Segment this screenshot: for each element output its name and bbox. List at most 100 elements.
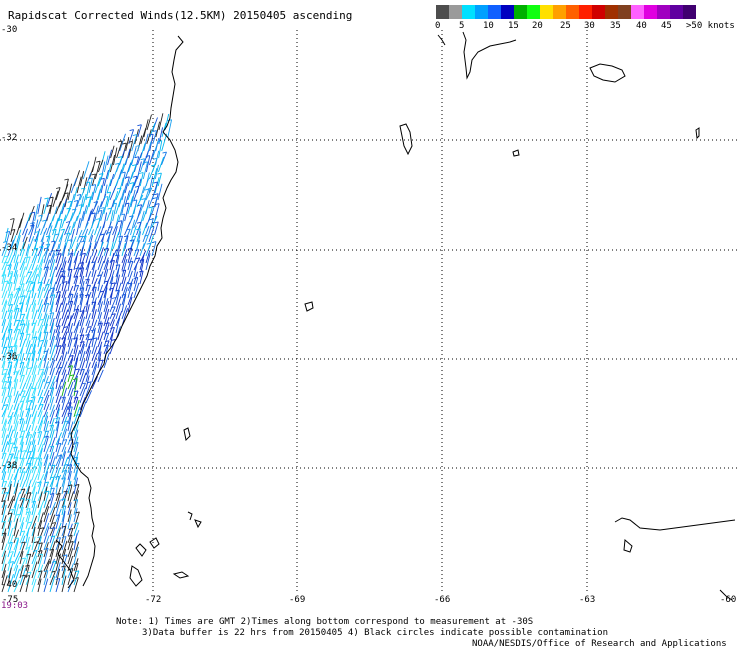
wind-barb-flag xyxy=(46,204,52,207)
wind-barb xyxy=(43,436,49,453)
wind-barb-flag xyxy=(30,396,36,399)
wind-barb xyxy=(61,361,68,376)
wind-barb xyxy=(19,375,25,390)
wind-barb-flag xyxy=(44,490,50,493)
wind-barb xyxy=(103,248,109,264)
wind-barb xyxy=(121,196,127,215)
wind-barb-flag xyxy=(111,306,116,309)
wind-barb xyxy=(19,457,25,474)
wind-barb xyxy=(19,261,26,278)
wind-barb-flag xyxy=(50,287,55,290)
wind-barb-flag xyxy=(32,466,37,469)
wind-barb-flag xyxy=(131,235,136,238)
wind-barb xyxy=(19,212,25,229)
wind-barb xyxy=(85,390,93,404)
wind-barb-flag xyxy=(73,199,79,202)
wind-barb xyxy=(91,282,96,299)
wind-barb xyxy=(19,275,25,292)
wind-barb xyxy=(157,183,163,201)
wind-barb xyxy=(40,231,45,250)
wind-barb xyxy=(34,219,39,236)
wind-barb xyxy=(25,553,32,572)
wind-barb xyxy=(94,205,99,222)
wind-barb xyxy=(37,378,45,397)
wind-barb xyxy=(10,235,17,250)
wind-barb-flag xyxy=(117,140,123,143)
wind-barb xyxy=(148,226,155,243)
island-11 xyxy=(623,538,633,553)
wind-barb xyxy=(61,490,68,509)
wind-barb xyxy=(13,539,19,558)
wind-barb xyxy=(73,463,80,481)
wind-barb xyxy=(67,250,74,264)
wind-barb xyxy=(121,287,128,306)
wind-barb-flag xyxy=(96,218,101,220)
wind-barb xyxy=(13,420,19,439)
wind-barb-flag xyxy=(73,275,78,278)
wind-barb-flag xyxy=(74,483,80,486)
wind-barb-flag xyxy=(31,387,37,390)
wind-barb xyxy=(37,324,44,341)
lon-label: -60 xyxy=(720,595,737,605)
wind-barb xyxy=(127,196,134,215)
wind-barb-flag xyxy=(127,247,133,250)
wind-barb xyxy=(31,365,38,383)
wind-barb xyxy=(13,565,19,579)
colorbar-segment xyxy=(501,5,514,19)
wind-barb xyxy=(85,210,92,229)
wind-barb xyxy=(88,191,94,208)
wind-barb-flag xyxy=(90,329,96,332)
wind-barb xyxy=(13,390,19,404)
wind-barb xyxy=(91,337,98,355)
wind-barb-flag xyxy=(57,218,63,221)
wind-barb-flag xyxy=(13,446,18,449)
wind-barb-flag xyxy=(61,565,66,568)
wind-barb xyxy=(19,441,24,460)
wind-barb-flag xyxy=(38,542,43,545)
wind-barb-flag xyxy=(27,280,32,283)
wind-barb xyxy=(1,373,7,390)
wind-barb-flag xyxy=(43,570,49,573)
wind-barb xyxy=(79,310,85,327)
wind-barb-flag xyxy=(51,570,56,573)
wind-barb xyxy=(7,527,14,544)
wind-barb xyxy=(37,241,45,257)
wind-barb xyxy=(49,549,55,565)
wind-barb-flag xyxy=(79,287,84,290)
wind-barb xyxy=(103,316,110,334)
wind-barb xyxy=(19,516,25,530)
wind-barb xyxy=(137,124,142,138)
wind-barb xyxy=(16,218,23,236)
wind-barb xyxy=(1,420,8,439)
wind-barb xyxy=(67,421,74,439)
wind-barb xyxy=(1,570,6,586)
wind-barb xyxy=(73,305,79,320)
wind-barb xyxy=(37,259,44,278)
wind-barb xyxy=(127,296,133,313)
wind-barb xyxy=(121,158,128,173)
wind-barb xyxy=(1,280,9,299)
island-8 xyxy=(135,537,160,557)
wind-barb xyxy=(13,518,19,537)
wind-barb xyxy=(13,437,18,453)
wind-barb-flag xyxy=(75,511,80,514)
wind-barb xyxy=(73,397,79,411)
wind-barb xyxy=(85,313,91,327)
wind-barb-flag xyxy=(8,309,13,312)
wind-barb xyxy=(1,245,9,264)
wind-barb xyxy=(79,316,86,334)
wind-barb xyxy=(55,455,63,474)
wind-barb xyxy=(7,395,12,411)
wind-barb xyxy=(73,344,79,362)
wind-barb xyxy=(46,225,53,243)
wind-barb xyxy=(106,179,112,194)
wind-barb xyxy=(85,350,92,369)
wind-barb xyxy=(1,368,9,383)
wind-barb-flag xyxy=(67,450,72,453)
wind-barb xyxy=(31,504,38,523)
wind-barb xyxy=(55,421,60,439)
wind-barb-flag xyxy=(68,252,74,255)
wind-barb xyxy=(79,305,86,320)
wind-barb xyxy=(124,235,129,250)
wind-barb-flag xyxy=(50,535,55,538)
